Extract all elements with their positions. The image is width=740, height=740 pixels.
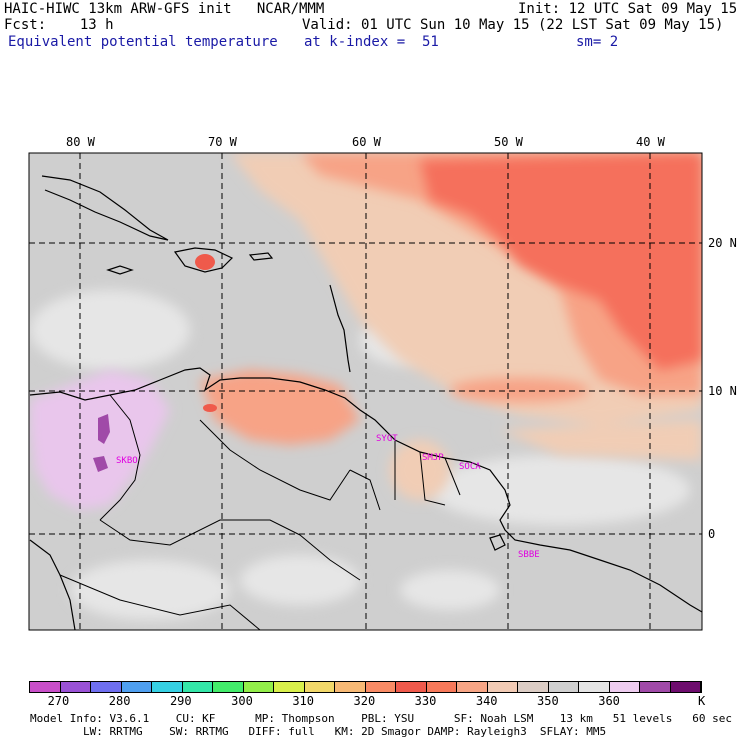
colorbar-swatch: [426, 682, 457, 692]
colorbar-tick-label: 290: [169, 694, 192, 708]
lon-label-50w: 50 W: [494, 135, 523, 149]
colorbar-swatch: [213, 682, 244, 692]
colorbar-swatch: [30, 682, 61, 692]
graticule: [29, 153, 702, 630]
colorbar-swatch: [548, 682, 579, 692]
colorbar-swatch: [335, 682, 366, 692]
colorbar-swatch: [91, 682, 122, 692]
colorbar-swatch: [487, 682, 518, 692]
colorbar-swatch: [274, 682, 305, 692]
colorbar-tick-label: 300: [231, 694, 253, 708]
colorbar-swatch: [670, 682, 701, 692]
colorbar-swatch: [182, 682, 213, 692]
station-soca: SOCA: [459, 462, 481, 472]
colorbar-tick-label: 330: [414, 694, 437, 708]
smoothing-value: sm= 2: [576, 34, 619, 50]
lon-label-60w: 60 W: [352, 135, 381, 149]
colorbar-unit: K: [698, 694, 706, 708]
colorbar-swatch: [579, 682, 610, 692]
model-info-line1: Model Info: V3.6.1 CU: KF MP: Thompson P…: [30, 712, 732, 725]
colorbar-tick-label: 320: [353, 694, 376, 708]
valid-time: Valid: 01 UTC Sun 10 May 15 (22 LST Sat …: [302, 17, 724, 33]
colorbar-tick-label: 350: [537, 694, 559, 708]
model-title: HAIC-HIWC 13km ARW-GFS init NCAR/MMM: [4, 1, 325, 17]
lat-label-20n: 20 N: [708, 236, 737, 250]
forecast-hour: Fcst: 13 h: [4, 17, 114, 33]
colorbar-swatch: [518, 682, 549, 692]
lat-label-0: 0: [708, 527, 716, 541]
colorbar-swatch: [60, 682, 91, 692]
colorbar-swatch: [304, 682, 335, 692]
colorbar-ticks: 270 280 290 300 310 320 330 340 350 360: [29, 694, 702, 708]
colorbar-tick-label: 270: [47, 694, 70, 708]
map-frame: [28, 152, 703, 631]
colorbar-swatch: [457, 682, 488, 692]
model-info-line2: LW: RRTMG SW: RRTMG DIFF: full KM: 2D Sm…: [30, 725, 607, 738]
init-time: Init: 12 UTC Sat 09 May 15: [518, 1, 738, 17]
lon-label-70w: 70 W: [208, 135, 237, 149]
colorbar-swatch: [243, 682, 274, 692]
colorbar-swatch: [121, 682, 152, 692]
colorbar-swatch: [365, 682, 396, 692]
colorbar-tick-label: 310: [292, 694, 314, 708]
station-skbo: SKBO: [116, 456, 138, 466]
colorbar-swatch: [396, 682, 427, 692]
station-smjp: SMJP: [422, 453, 444, 463]
colorbar-swatch: [152, 682, 183, 692]
country-borders: [59, 394, 461, 631]
lat-label-10n: 10 N: [708, 384, 737, 398]
lon-label-40w: 40 W: [636, 135, 665, 149]
station-sygt: SYGT: [376, 434, 398, 444]
colorbar-swatch: [609, 682, 640, 692]
lon-label-80w: 80 W: [66, 135, 95, 149]
level-index: at k-index = 51: [304, 34, 439, 50]
colorbar: [29, 681, 702, 693]
colorbar-tick-label: 280: [108, 694, 131, 708]
field-name: Equivalent potential temperature: [8, 34, 278, 50]
colorbar-swatch: [640, 682, 671, 692]
colorbar-tick-label: 340: [475, 694, 498, 708]
colorbar-tick-label: 360: [598, 694, 620, 708]
station-sbbe: SBBE: [518, 550, 540, 560]
